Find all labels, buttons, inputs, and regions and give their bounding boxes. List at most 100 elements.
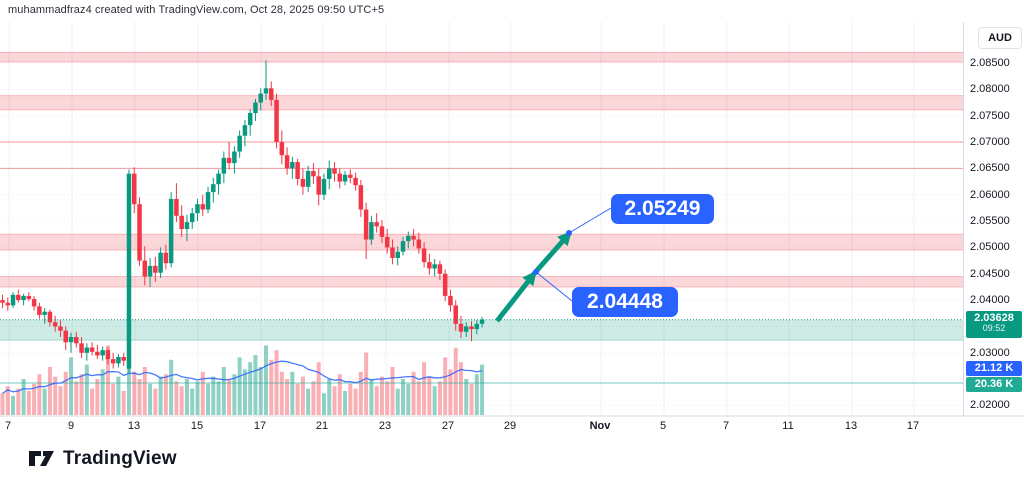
candle-down [269,88,274,100]
candle-down [110,359,116,364]
volume-bar [343,391,348,415]
bar-countdown: 09:52 [982,323,1006,333]
current-price-badge: 2.03628 09:52 [966,311,1022,338]
volume-bar [105,345,110,415]
volume-bar [390,367,395,415]
candle-down [26,295,32,300]
trend-arrow[interactable] [495,270,537,323]
volume-bar [221,367,226,415]
candle-down [74,336,79,344]
volume-bar [53,376,58,415]
candle-up [326,168,332,179]
candle-down [79,343,84,353]
volume-bar [163,374,168,415]
volume-bar [79,374,84,415]
volume-bar [369,379,374,415]
volume-bar [295,383,300,415]
volume-bar [195,381,200,415]
volume-bar [26,391,31,415]
volume-bar [264,345,268,415]
price-axis-label: 2.08500 [970,57,1010,69]
volume-bar [300,376,305,415]
volume-bar [84,364,89,415]
candle-down [311,171,316,177]
volume-bar [21,379,26,415]
volume-bar [448,369,453,415]
volume-bar [374,386,379,415]
candle-down [63,330,68,343]
volume-bar [437,381,442,415]
candle-down [279,142,285,156]
volume-level-badge: 20.36 K [966,377,1022,392]
volume-bar [100,369,105,415]
price-axis-label: 2.08000 [970,83,1010,96]
candle-up [216,173,221,185]
candle-down [121,357,126,361]
volume-bar [464,379,469,415]
volume-bar [443,357,448,415]
candle-up [321,178,327,195]
currency-button[interactable]: AUD [978,27,1022,49]
price-annotation-label-lower[interactable]: 2.04448 [572,287,678,317]
candle-up [116,357,121,364]
volume-bar [11,395,16,415]
candle-up [479,319,485,324]
candle-down [284,155,290,169]
candle-up [168,198,174,264]
volume-bar [42,388,47,415]
candle-up [184,222,190,229]
candle-down [437,264,443,274]
resistance-zone [0,95,963,110]
volume-bar [453,347,458,415]
candle-down [353,177,358,186]
candle-down [348,174,353,178]
volume-bar [137,379,142,415]
time-axis-label: 17 [253,420,267,432]
candle-up [205,192,211,210]
candle-down [384,236,390,248]
candle-down [105,350,111,360]
anchor-dot [533,269,539,275]
candle-down [16,294,21,301]
candle-down [295,162,300,179]
candle-down [416,239,422,249]
volume-bar [227,379,232,415]
candle-down [390,247,395,258]
candle-up [406,235,411,242]
time-axis-label: 29 [503,420,517,432]
price-axis-label: 2.03000 [970,346,1010,359]
trend-arrow[interactable] [530,230,572,278]
volume-bar [169,359,174,415]
volume-bar [353,388,358,415]
time-axis-label: 9 [67,420,75,432]
tradingview-logo[interactable]: TradingView [28,448,177,470]
price-axis-label: 2.05500 [970,215,1010,228]
volume-bar [211,376,216,415]
candle-down [363,209,369,240]
volume-bar [348,383,353,415]
volume-bar [153,388,158,415]
candle-down [442,273,448,296]
volume-bar [248,362,253,415]
volume-bar [321,393,326,415]
price-annotation-label-upper[interactable]: 2.05249 [611,194,714,224]
volume-bar [279,371,284,415]
candle-up [464,326,469,332]
candle-down [142,260,148,277]
time-axis-label: 21 [315,420,329,432]
volume-bar [290,371,295,415]
resistance-zone [0,234,963,251]
candle-down [52,322,58,327]
candle-up [342,174,348,182]
candle-down [200,204,206,210]
time-axis-label: 7 [4,420,12,432]
candle-down [458,323,464,332]
volume-bar [121,391,126,415]
candle-down [137,204,142,261]
time-axis-label: 13 [844,420,858,432]
volume-bar [427,376,432,415]
candle-down [300,178,306,187]
volume-bar [395,388,400,415]
candle-up [21,295,26,301]
